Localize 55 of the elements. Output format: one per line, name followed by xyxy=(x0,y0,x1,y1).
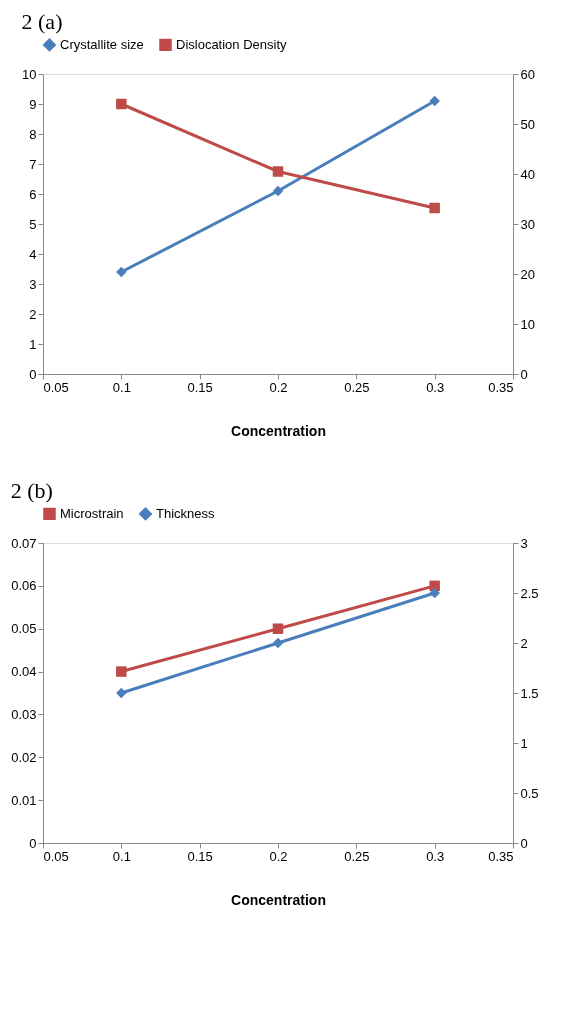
y-tick-label: 0.01 xyxy=(11,792,37,808)
legend-label: Dislocation Density xyxy=(176,36,288,52)
y2-tick-label: 0.5 xyxy=(520,785,539,801)
x-tick-label: 0.35 xyxy=(488,379,514,395)
y-tick-label: 0.02 xyxy=(11,749,37,765)
x-tick-label: 0.25 xyxy=(344,379,370,395)
x-tick-label: 0.2 xyxy=(269,379,288,395)
x-tick-label: 0.1 xyxy=(112,379,131,395)
y-tick-label: 4 xyxy=(29,246,37,262)
x-tick-label: 0.1 xyxy=(112,848,131,864)
y-tick-label: 7 xyxy=(29,156,37,172)
y2-tick-label: 2 xyxy=(520,635,528,651)
x-tick-label: 0.05 xyxy=(43,848,69,864)
legend-label: Thickness xyxy=(156,505,216,521)
x-tick-label: 0.35 xyxy=(488,848,514,864)
y-tick-label: 5 xyxy=(29,216,37,232)
chart-title: 2 (b) xyxy=(10,478,53,503)
y-tick-label: 0.06 xyxy=(11,578,37,594)
x-tick-label: 0.3 xyxy=(426,379,445,395)
x-tick-label: 0.3 xyxy=(426,848,445,864)
legend-label: Microstrain xyxy=(60,505,124,521)
y-tick-label: 10 xyxy=(22,66,37,82)
x-tick-label: 0.15 xyxy=(187,379,213,395)
y2-tick-label: 2.5 xyxy=(520,585,539,601)
y2-tick-label: 0 xyxy=(520,366,528,382)
x-axis-title: Concentration xyxy=(231,422,326,439)
x-tick-label: 0.2 xyxy=(269,848,288,864)
y2-tick-label: 50 xyxy=(520,116,535,132)
y-tick-label: 8 xyxy=(29,126,37,142)
y-tick-label: 0.07 xyxy=(11,535,37,551)
x-tick-label: 0.25 xyxy=(344,848,370,864)
y-tick-label: 0.05 xyxy=(11,621,37,637)
y2-tick-label: 10 xyxy=(520,316,535,332)
y-tick-label: 0.03 xyxy=(11,706,37,722)
y2-tick-label: 0 xyxy=(520,835,528,851)
y2-tick-label: 20 xyxy=(520,266,535,282)
x-tick-label: 0.05 xyxy=(43,379,69,395)
y2-tick-label: 3 xyxy=(520,535,528,551)
y2-tick-label: 40 xyxy=(520,166,535,182)
y-tick-label: 6 xyxy=(29,186,37,202)
y-tick-label: 0 xyxy=(29,366,37,382)
chart-title: 2 (a) xyxy=(21,9,63,34)
y-tick-label: 0.04 xyxy=(11,664,37,680)
y-tick-label: 3 xyxy=(29,276,37,292)
y2-tick-label: 1.5 xyxy=(520,685,539,701)
y-tick-label: 2 xyxy=(29,306,37,322)
legend-label: Crystallite size xyxy=(60,36,144,52)
y2-tick-label: 30 xyxy=(520,216,535,232)
x-axis-title: Concentration xyxy=(231,891,326,908)
y2-tick-label: 1 xyxy=(520,735,528,751)
x-tick-label: 0.15 xyxy=(187,848,213,864)
y-tick-label: 9 xyxy=(29,96,37,112)
y-tick-label: 1 xyxy=(29,336,37,352)
y-tick-label: 0 xyxy=(29,835,37,851)
y2-tick-label: 60 xyxy=(520,66,535,82)
